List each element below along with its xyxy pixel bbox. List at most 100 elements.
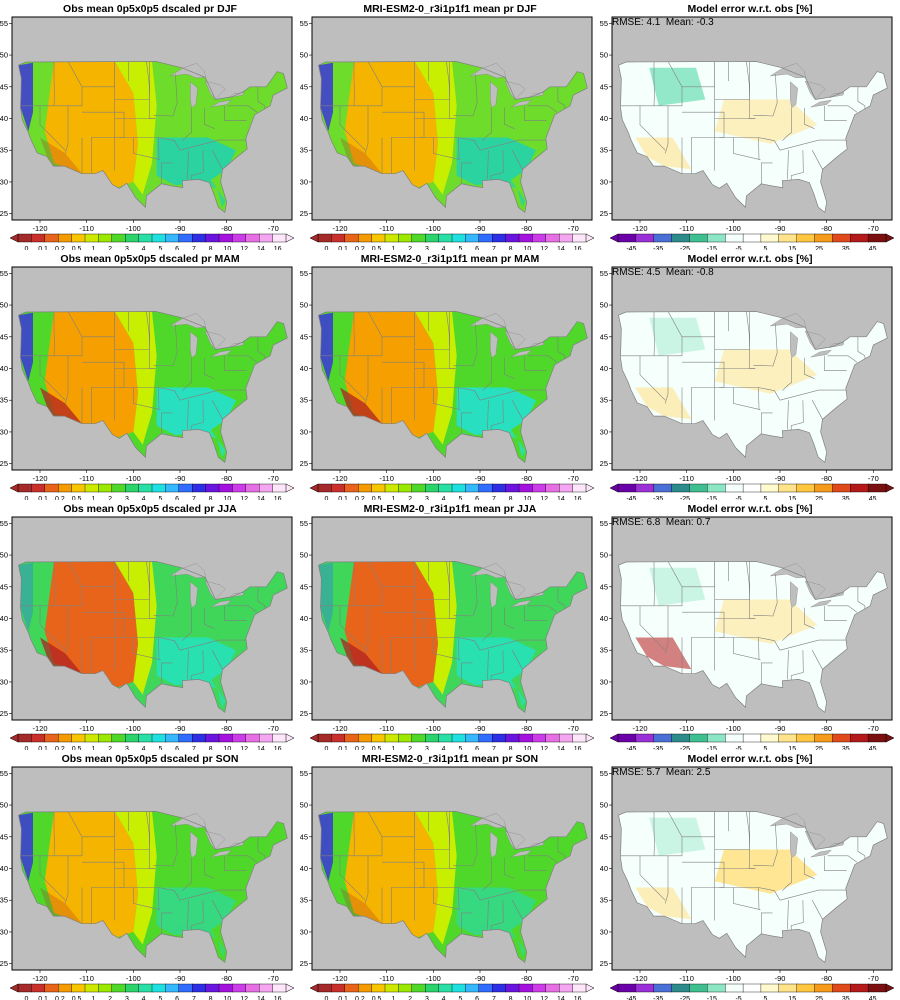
colorbar-tick-label: 3 [425,996,429,1000]
panel-title: Model error w.r.t. obs [%] [687,3,813,15]
colorbar-tick-label: 1 [91,996,95,1000]
colorbar-tick-label: 25 [815,246,823,250]
colorbar-tick-label: 7 [192,746,196,750]
colorbar-swatch [384,983,400,993]
lon-tick-label: -100 [426,224,441,233]
pacific-northwest-region [318,812,333,882]
lon-tick-label: -100 [426,474,441,483]
lat-tick-label: 55 [600,269,608,278]
lon-tick-label: -70 [268,974,279,983]
colorbar-max-triangle [885,983,895,993]
colorbar-tick-label: 8 [509,996,513,1000]
colorbar-tick-label: -15 [707,746,717,750]
colorbar-tick-label: 1 [391,496,395,500]
colorbar-swatch [478,233,493,243]
lat-tick-label: 25 [0,209,8,218]
colorbar-tick-label: 3 [125,246,129,250]
map-axes: -120 -110 -100 -90 -80 -70 25 30 35 40 45 50 55 [600,16,893,233]
colorbar-swatch [272,983,287,993]
great-lake [790,581,798,609]
colorbar-swatch [71,233,86,243]
colorbar-swatch [760,483,780,493]
lat-tick-label: 45 [0,82,8,91]
lon-tick-label: -100 [426,724,441,733]
lon-tick-label: -80 [521,474,532,483]
colorbar-swatch [424,483,440,493]
colorbar-swatch [411,483,426,493]
colorbar-tick-label: -5 [735,746,741,750]
colorbar-swatch [31,983,46,993]
great-lake [204,830,226,850]
colorbar-tick-label: 2 [408,746,412,750]
southwest-error-region [635,637,692,670]
colorbar-swatch [424,983,440,993]
colorbar-tick-label: -5 [735,496,741,500]
pacific-northwest-region [18,562,33,632]
precip-colorbar: 0 0.1 0.2 0.5 1 2 3 4 5 6 7 8 10 12 14 16 [9,233,295,250]
colorbar-swatch [58,733,73,743]
lat-tick-label: 55 [300,769,308,778]
great-lake [804,330,826,350]
colorbar-tick-label: 10 [224,246,232,250]
colorbar-swatch [138,233,153,243]
great-lake [204,330,226,350]
colorbar-swatch [245,983,260,993]
lon-tick-label: -120 [32,224,47,233]
error-panel-son: Model error w.r.t. obs [%] -120 -110 -100 -9… [600,750,900,1000]
lat-tick-label: 45 [600,82,608,91]
colorbar-tick-label: 0.5 [372,496,382,500]
colorbar-swatch [671,483,691,493]
map-axes: -120 -110 -100 -90 -80 -70 25 30 35 40 45 50 55 [0,16,293,233]
map-axes: -120 -110 -100 -90 -80 -70 25 30 35 40 45 50 55 [600,766,893,983]
colorbar-swatch [505,483,520,493]
colorbar-swatch [545,733,560,743]
colorbar-tick-label: 7 [492,746,496,750]
plains-region [414,61,457,195]
colorbar-tick-label: 0.1 [338,496,348,500]
map-axes: -120 -110 -100 -90 -80 -70 25 30 35 40 45 50 55 [0,766,293,983]
great-lake [804,830,826,850]
colorbar-tick-label: 1 [91,746,95,750]
colorbar-swatch [398,483,413,493]
colorbar-tick-label: 5 [158,746,162,750]
colorbar-tick-label: 0 [324,996,328,1000]
colorbar-min-triangle [609,983,619,993]
lat-tick-label: 25 [600,209,608,218]
colorbar-swatch [124,983,140,993]
colorbar-min-triangle [309,233,319,243]
great-lake [804,580,826,600]
colorbar-swatch [742,733,762,743]
colorbar-swatch [635,733,655,743]
lon-tick-label: -110 [379,724,393,733]
lon-tick-label: -110 [79,974,93,983]
lat-tick-label: 50 [600,801,608,810]
colorbar-swatch [178,983,193,993]
colorbar-swatch [617,733,637,743]
obs-map [12,517,292,720]
colorbar-swatch [814,983,834,993]
colorbar-swatch [31,733,46,743]
colorbar-tick-label: 0.5 [72,246,82,250]
lon-tick-label: -110 [379,224,393,233]
error-colorbar: -45 -35 -25 -15 -5 5 15 25 35 45 [609,983,895,1000]
lat-tick-label: 45 [300,332,308,341]
lat-tick-label: 25 [0,959,8,968]
great-lake [810,849,832,858]
colorbar-swatch [451,983,467,993]
lon-tick-label: -70 [568,974,579,983]
colorbar-swatch [572,733,587,743]
desert-southwest-region [340,637,382,674]
colorbar-swatch [398,983,413,993]
colorbar-tick-label: -45 [626,246,636,250]
lon-tick-label: -90 [175,224,186,233]
colorbar-tick-label: 6 [175,996,179,1000]
lon-tick-label: -80 [821,474,832,483]
colorbar-swatch [832,983,851,993]
lat-tick-label: 50 [600,551,608,560]
plains-region [414,311,457,445]
state-borders [320,311,566,434]
colorbar-swatch [272,233,287,243]
colorbar-swatch [724,483,744,493]
great-lake [810,599,832,608]
lat-tick-label: 35 [300,146,308,155]
